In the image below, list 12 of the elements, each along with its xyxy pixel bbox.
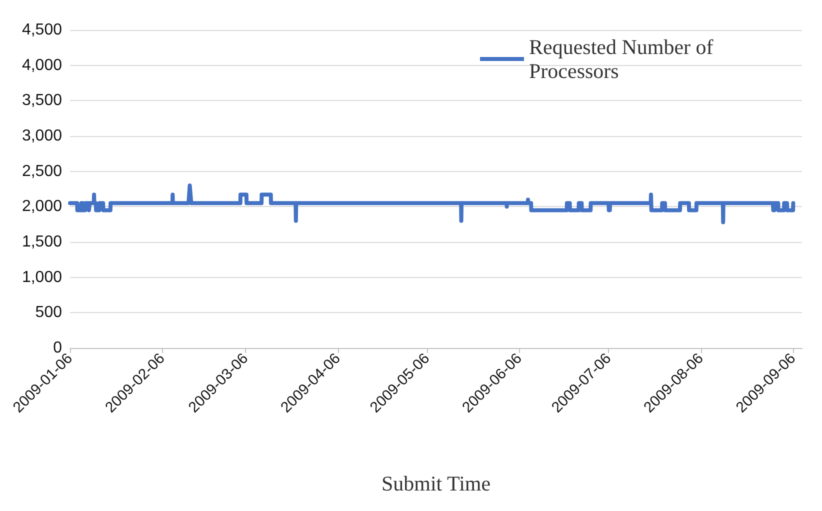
y-tick-label: 2,500 bbox=[22, 162, 62, 180]
y-tick-label: 2,000 bbox=[22, 198, 62, 216]
y-tick-label: 3,000 bbox=[22, 128, 62, 144]
legend-label: Requested Number of Processors bbox=[529, 35, 719, 83]
y-tick-label: 500 bbox=[35, 304, 62, 322]
y-tick-label: 4,500 bbox=[22, 22, 62, 38]
y-tick-label: 4,000 bbox=[22, 56, 62, 74]
x-axis-title: Submit Time bbox=[381, 472, 491, 496]
y-tick-label: 3,500 bbox=[22, 92, 62, 110]
y-tick-label: 1,500 bbox=[22, 234, 62, 250]
y-tick-label: 0 bbox=[53, 340, 62, 356]
y-tick-label: 1,000 bbox=[22, 268, 62, 286]
